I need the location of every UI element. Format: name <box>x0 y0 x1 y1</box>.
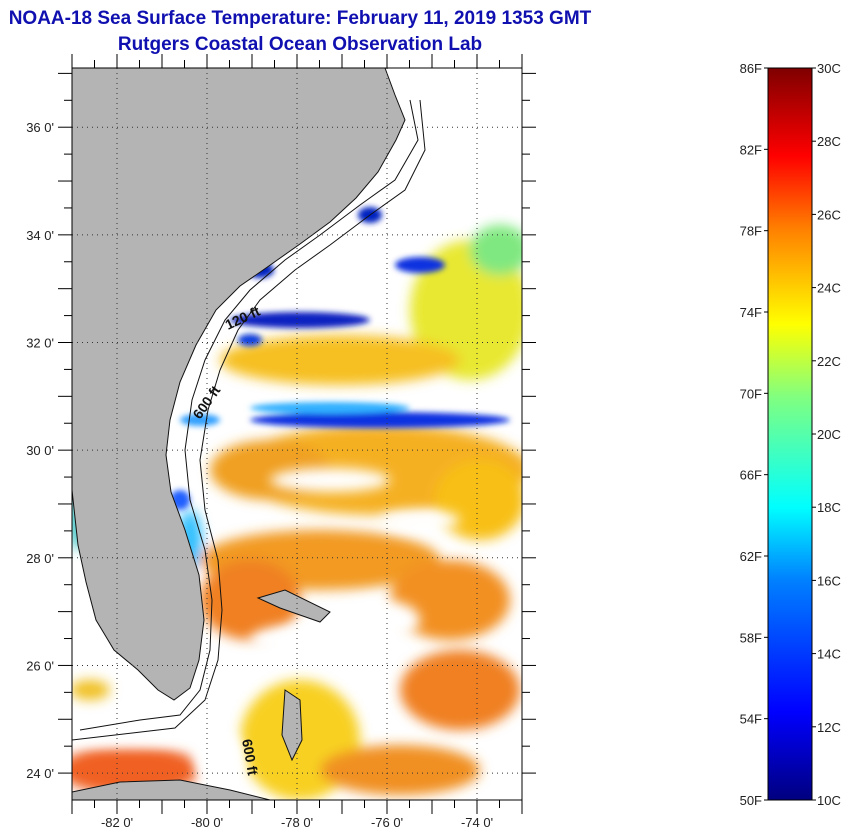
x-tick-label: -78 0' <box>281 815 313 830</box>
colorbar-f-label: 74F <box>740 305 762 320</box>
y-tick-label: 30 0' <box>26 443 54 458</box>
y-tick-label: 34 0' <box>26 228 54 243</box>
colorbar-f-label: 86F <box>740 61 762 76</box>
map-subtitle: Rutgers Coastal Ocean Observation Lab <box>117 34 483 55</box>
y-tick-label: 24 0' <box>26 766 54 781</box>
map-axes: -82 0' -80 0' -78 0' -76 0' -74 0' 36 0' 34 0'… <box>26 54 536 830</box>
colorbar-c-label: 22C <box>817 354 841 369</box>
cuba-land <box>72 779 271 800</box>
colorbar-f-label: 58F <box>740 630 762 645</box>
colorbar-c-label: 30C <box>817 61 841 76</box>
colorbar-c-label: 14C <box>817 647 841 662</box>
sst-field <box>72 225 522 800</box>
colorbar-c-label: 20C <box>817 427 841 442</box>
map-title: NOAA-18 Sea Surface Temperature: Februar… <box>8 8 592 29</box>
x-tick-label: -80 0' <box>191 815 223 830</box>
x-tick-label: -76 0' <box>371 815 403 830</box>
y-tick-label: 28 0' <box>26 551 54 566</box>
isobath-contours <box>72 99 426 741</box>
colorbar-f-label: 66F <box>740 468 762 483</box>
colorbar-f-label: 62F <box>740 549 762 564</box>
us-southeast-land <box>72 68 406 701</box>
grand-bahama <box>256 589 331 623</box>
colorbar-c-label: 16C <box>817 573 841 588</box>
colorbar-c-label: 26C <box>817 207 841 222</box>
x-tick-label: -74 0' <box>461 815 493 830</box>
colorbar-c-label: 10C <box>817 793 841 808</box>
colorbar-c-label: 24C <box>817 281 841 296</box>
colorbar-f-label: 82F <box>740 142 762 157</box>
colorbar-f-label: 50F <box>740 793 762 808</box>
isobath-label-600ft-south: 600 ft <box>239 738 261 777</box>
colorbar-f-label: 78F <box>740 224 762 239</box>
x-tick-label: -82 0' <box>101 815 133 830</box>
colorbar-ticks: 86F 82F 78F 74F 70F 66F 62F 58F 54F 50F 30C 28C 26C 2… <box>740 61 841 808</box>
colorbar-c-label: 28C <box>817 134 841 149</box>
y-tick-label: 26 0' <box>26 658 54 673</box>
colorbar-f-label: 54F <box>740 712 762 727</box>
graticule <box>72 68 522 800</box>
y-tick-label: 36 0' <box>26 120 54 135</box>
colorbar <box>767 67 813 801</box>
colorbar-c-label: 12C <box>817 720 841 735</box>
map-area: 120 ft 600 ft 600 ft <box>72 68 522 800</box>
colorbar-c-label: 18C <box>817 500 841 515</box>
colorbar-f-label: 70F <box>740 386 762 401</box>
y-tick-label: 32 0' <box>26 336 54 351</box>
